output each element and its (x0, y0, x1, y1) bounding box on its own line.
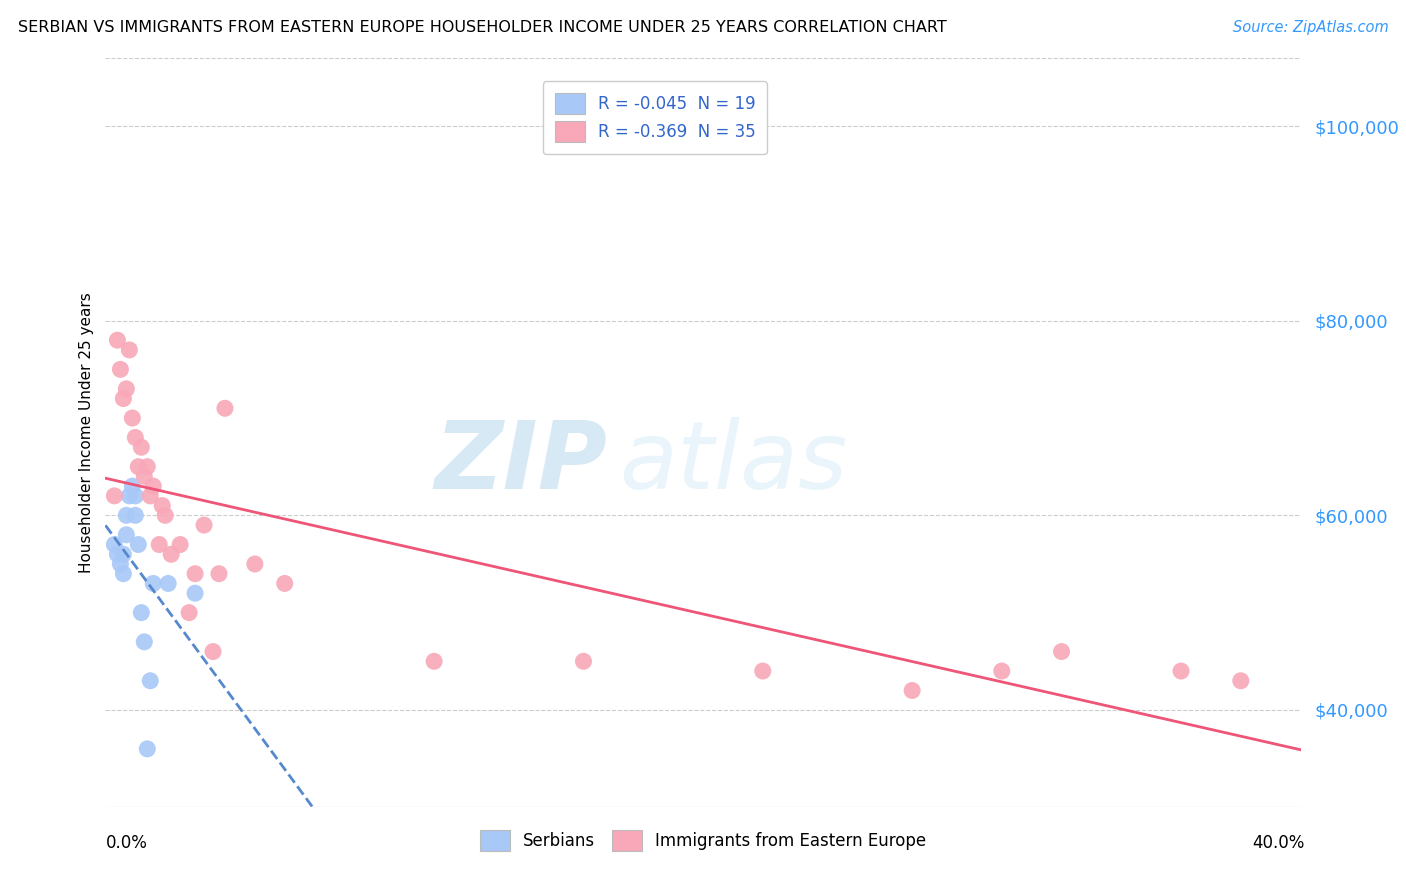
Point (273, 576, 295, 591)
Point (901, 683, 924, 698)
Point (150, 499, 173, 513)
Point (134, 635, 156, 649)
Point (127, 537, 149, 551)
Point (177, 606, 201, 620)
Point (1050, 644, 1073, 658)
Point (243, 557, 266, 571)
Point (155, 508, 177, 523)
Point (118, 489, 141, 503)
Point (139, 673, 162, 688)
Point (193, 518, 215, 533)
Point (112, 392, 135, 406)
Text: 0.0%: 0.0% (105, 834, 148, 852)
Point (572, 654, 595, 668)
Point (1229, 673, 1253, 688)
Point (990, 664, 1012, 678)
Point (103, 537, 125, 551)
Point (169, 537, 191, 551)
Y-axis label: Householder Income Under 25 years: Householder Income Under 25 years (79, 293, 94, 573)
Legend: Serbians, Immigrants from Eastern Europe: Serbians, Immigrants from Eastern Europe (470, 820, 936, 862)
Point (110, 362, 132, 376)
Point (136, 742, 159, 756)
Point (1170, 664, 1192, 678)
Point (107, 547, 129, 561)
Point (121, 411, 143, 425)
Text: SERBIAN VS IMMIGRANTS FROM EASTERN EUROPE HOUSEHOLDER INCOME UNDER 25 YEARS CORR: SERBIAN VS IMMIGRANTS FROM EASTERN EUROP… (18, 20, 948, 35)
Point (751, 664, 773, 678)
Legend: R = -0.045  N = 19, R = -0.369  N = 35: R = -0.045 N = 19, R = -0.369 N = 35 (543, 81, 768, 154)
Point (202, 644, 225, 658)
Point (107, 333, 129, 347)
Point (142, 479, 165, 493)
Text: ZIP: ZIP (434, 417, 607, 508)
Text: atlas: atlas (619, 417, 848, 508)
Point (148, 537, 170, 551)
Point (184, 586, 207, 600)
Point (142, 576, 165, 591)
Point (124, 430, 146, 444)
Text: 40.0%: 40.0% (1253, 834, 1305, 852)
Point (184, 566, 207, 581)
Point (134, 469, 156, 483)
Point (208, 566, 231, 581)
Point (157, 576, 180, 591)
Point (115, 528, 138, 542)
Point (124, 489, 146, 503)
Point (139, 489, 162, 503)
Text: Source: ZipAtlas.com: Source: ZipAtlas.com (1233, 20, 1389, 35)
Point (423, 654, 446, 668)
Point (110, 557, 132, 571)
Point (129, 440, 153, 454)
Point (103, 489, 125, 503)
Point (214, 401, 236, 416)
Point (129, 606, 153, 620)
Point (121, 479, 143, 493)
Point (115, 382, 138, 396)
Point (124, 508, 146, 523)
Point (112, 566, 135, 581)
Point (118, 343, 141, 357)
Point (127, 459, 149, 474)
Point (112, 547, 135, 561)
Point (136, 459, 159, 474)
Point (160, 547, 183, 561)
Point (115, 508, 138, 523)
